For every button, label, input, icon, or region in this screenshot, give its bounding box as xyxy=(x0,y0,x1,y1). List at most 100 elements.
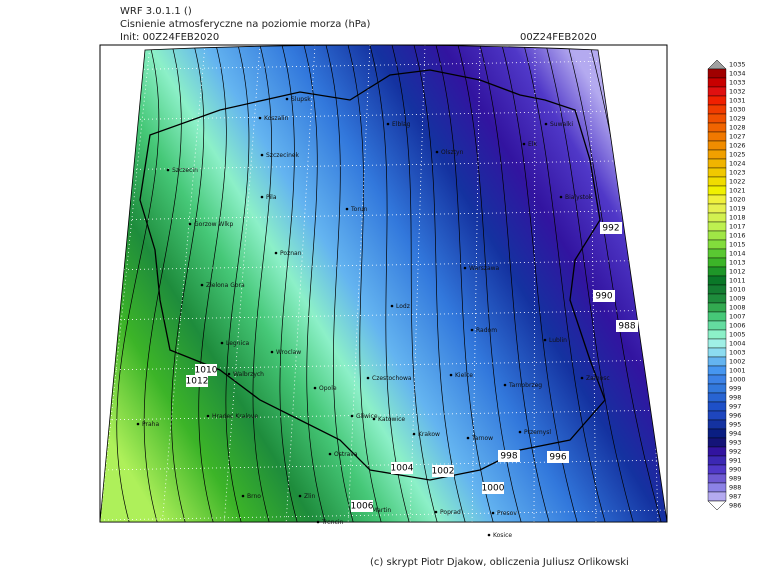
graticule xyxy=(533,45,536,522)
isobar xyxy=(116,45,160,522)
colorbar-swatch xyxy=(707,428,727,439)
city-dot xyxy=(166,168,170,172)
colorbar-label: 1013 xyxy=(729,259,746,267)
colorbar-swatch xyxy=(707,374,727,385)
colorbar-label: 1025 xyxy=(729,151,746,159)
colorbar-label: 992 xyxy=(729,448,741,456)
city-dot xyxy=(220,341,224,345)
contour-label-bg xyxy=(195,364,217,376)
colorbar-label: 1018 xyxy=(729,214,746,222)
colorbar-label: 996 xyxy=(729,412,741,420)
colorbar-label: 993 xyxy=(729,439,741,447)
colorbar-label: 1028 xyxy=(729,124,746,132)
contour-label-bg xyxy=(391,462,413,474)
colorbar-swatch xyxy=(707,275,727,286)
city-label: Przemysl xyxy=(524,429,551,436)
colorbar-swatch xyxy=(707,383,727,394)
colorbar-swatch xyxy=(707,455,727,466)
contour-label-bg xyxy=(600,222,622,234)
city-dot xyxy=(463,266,467,270)
contour-label-bg xyxy=(498,450,520,462)
colorbar-label: 995 xyxy=(729,421,741,429)
colorbar-swatch xyxy=(707,356,727,367)
city-dot xyxy=(274,251,278,255)
city-dot xyxy=(518,430,522,434)
valid-time: 00Z24FEB2020 xyxy=(520,32,597,43)
colorbar-label: 1024 xyxy=(729,160,746,168)
colorbar-label: 1026 xyxy=(729,142,746,150)
city-dot xyxy=(522,142,526,146)
isobar xyxy=(303,45,327,522)
colorbar-label: 1000 xyxy=(729,376,746,384)
contour-label-bg xyxy=(351,500,373,512)
city-label: Presov xyxy=(497,510,517,517)
contour-label: 1002 xyxy=(432,467,455,477)
city-dot xyxy=(345,207,349,211)
colorbar-swatch xyxy=(707,473,727,484)
graticule xyxy=(471,45,481,522)
city-dot xyxy=(350,414,354,418)
graticule xyxy=(347,45,371,522)
graticule xyxy=(589,45,597,522)
colorbar-label: 1012 xyxy=(729,268,746,276)
contour-label-bg xyxy=(593,290,615,302)
city-label: Poznan xyxy=(280,250,302,257)
city-dot xyxy=(372,417,376,421)
colorbar-label: 1011 xyxy=(729,277,746,285)
city-label: Legnica xyxy=(226,340,250,347)
city-dot xyxy=(559,195,563,199)
city-label: Koszalin xyxy=(264,115,289,122)
city-label: Bialystok xyxy=(565,194,593,201)
colorbar-swatch xyxy=(707,158,727,169)
colorbar-swatch xyxy=(707,77,727,88)
colorbar-label: 1015 xyxy=(729,241,746,249)
city-dot xyxy=(491,511,495,515)
colorbar-swatch xyxy=(707,257,727,268)
city-label: Pila xyxy=(266,194,277,201)
city-label: Lodz xyxy=(396,303,410,310)
city-label: Elk xyxy=(528,141,537,148)
colorbar-swatch xyxy=(707,410,727,421)
colorbar-swatch xyxy=(707,113,727,124)
isobar xyxy=(413,45,467,522)
isobar xyxy=(391,45,439,522)
contour-label: 1004 xyxy=(391,464,414,474)
colorbar-swatch xyxy=(707,365,727,376)
city-label: Elblag xyxy=(392,121,411,128)
city-label: Suwalki xyxy=(550,121,573,128)
colorbar-label: 1030 xyxy=(729,106,746,114)
colorbar-swatch xyxy=(707,194,727,205)
city-dot xyxy=(449,373,453,377)
graticule xyxy=(223,45,261,522)
colorbar: 1035103410331032103110301029102810271026… xyxy=(707,59,746,511)
city-dot xyxy=(386,122,390,126)
city-label: Kosice xyxy=(493,532,512,539)
contour-label: 1006 xyxy=(351,502,374,512)
colorbar-label: 1019 xyxy=(729,205,746,213)
isobar xyxy=(567,45,663,522)
colorbar-label: 997 xyxy=(729,403,741,411)
city-label: Lublin xyxy=(549,337,567,344)
colorbar-swatch xyxy=(707,464,727,475)
colorbar-swatch xyxy=(707,221,727,232)
isobar xyxy=(325,45,355,522)
city-dot xyxy=(313,386,317,390)
contour-label: 1012 xyxy=(186,377,209,387)
colorbar-label: 1022 xyxy=(729,178,746,186)
colorbar-swatch xyxy=(707,320,727,331)
city-dot xyxy=(136,422,140,426)
colorbar-swatch xyxy=(707,167,727,178)
colorbar-swatch xyxy=(707,131,727,142)
city-dot xyxy=(366,376,370,380)
contour-label: 992 xyxy=(602,224,619,234)
colorbar-swatch xyxy=(707,248,727,259)
city-label: Gliwice xyxy=(356,413,378,420)
city-dot xyxy=(298,494,302,498)
colorbar-swatch xyxy=(707,491,727,502)
city-label: Kielce xyxy=(455,372,473,379)
isobar xyxy=(279,45,299,522)
isobar xyxy=(225,45,250,522)
city-label: Radom xyxy=(476,327,497,334)
